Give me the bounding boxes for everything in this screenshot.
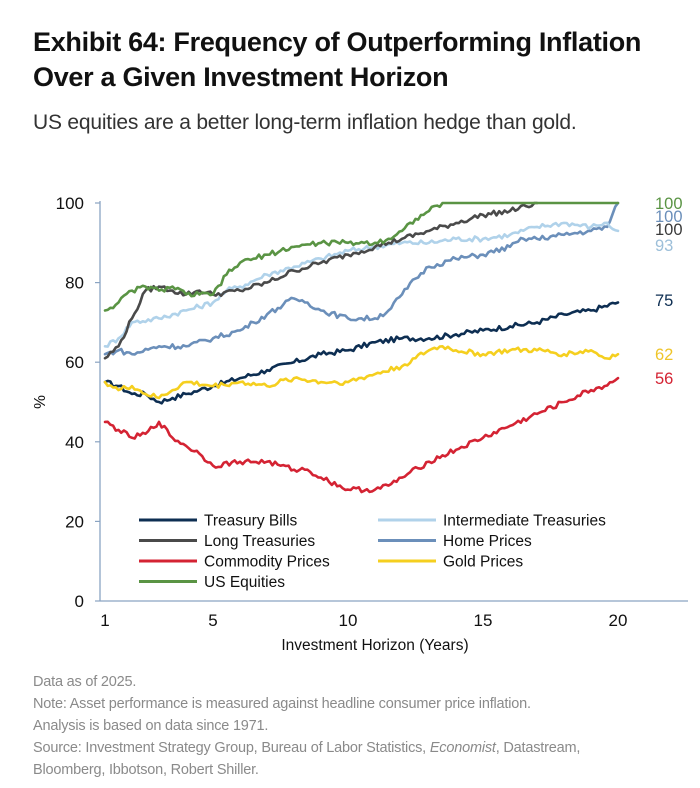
x-tick-label: 20: [609, 611, 628, 630]
end-label-long-treasuries: 100: [655, 221, 683, 239]
x-tick-label: 1: [100, 611, 109, 630]
series-group: [103, 201, 620, 494]
data-as-of: Data as of 2025.: [33, 674, 137, 690]
source-suffix: , Datastream,: [495, 740, 581, 756]
y-tick-label: 0: [75, 592, 84, 611]
series-line-us-equities: [103, 201, 620, 312]
y-tick-label: 20: [65, 512, 84, 531]
series-line-home-prices: [103, 201, 620, 356]
source-italic: Economist: [429, 740, 496, 756]
x-axis-title: Investment Horizon (Years): [281, 637, 468, 654]
source-line-2: Bloomberg, Ibbotson, Robert Shiller.: [33, 762, 259, 778]
y-tick-label: 60: [65, 353, 84, 372]
legend-label-home-prices: Home Prices: [443, 533, 532, 550]
chart-title: Exhibit 64: Frequency of Outperforming I…: [33, 27, 642, 92]
end-label-gold-prices: 62: [655, 346, 673, 364]
series-line-treasury-bills: [103, 301, 620, 405]
x-tick-label: 10: [339, 611, 358, 630]
chart-subtitle: US equities are a better long-term infla…: [33, 111, 577, 134]
end-label-intermediate-treasuries: 93: [655, 237, 673, 255]
legend-label-long-treasuries: Long Treasuries: [204, 533, 315, 550]
legend-label-treasury-bills: Treasury Bills: [204, 513, 298, 530]
x-tick-label: 5: [208, 611, 217, 630]
y-axis-title: %: [32, 395, 49, 409]
end-label-commodity-prices: 56: [655, 370, 673, 388]
end-label-us-equities: 100: [655, 195, 683, 213]
end-label-treasury-bills: 75: [655, 292, 673, 310]
series-line-commodity-prices: [103, 376, 620, 494]
analysis-note: Analysis is based on data since 1971.: [33, 718, 269, 734]
y-tick-label: 100: [56, 194, 84, 213]
legend-label-intermediate-treasuries: Intermediate Treasuries: [443, 513, 606, 530]
legend-label-commodity-prices: Commodity Prices: [204, 554, 330, 571]
x-tick-label: 15: [474, 611, 493, 630]
y-tick-label: 80: [65, 274, 84, 293]
note: Note: Asset performance is measured agai…: [33, 696, 531, 712]
footer-notes: Data as of 2025. Note: Asset performance…: [33, 671, 693, 781]
source-prefix: Source: Investment Strategy Group, Burea…: [33, 740, 430, 756]
legend: Treasury Bills Intermediate Treasuries Lon…: [139, 513, 606, 591]
end-label-home-prices: 100: [655, 208, 683, 226]
y-tick-label: 40: [65, 433, 84, 452]
source-line-1: Source: Investment Strategy Group, Burea…: [33, 737, 693, 759]
series-line-long-treasuries: [103, 201, 539, 360]
legend-label-gold-prices: Gold Prices: [443, 554, 523, 571]
series-line-gold-prices: [103, 345, 620, 400]
legend-label-us-equities: US Equities: [204, 574, 285, 591]
